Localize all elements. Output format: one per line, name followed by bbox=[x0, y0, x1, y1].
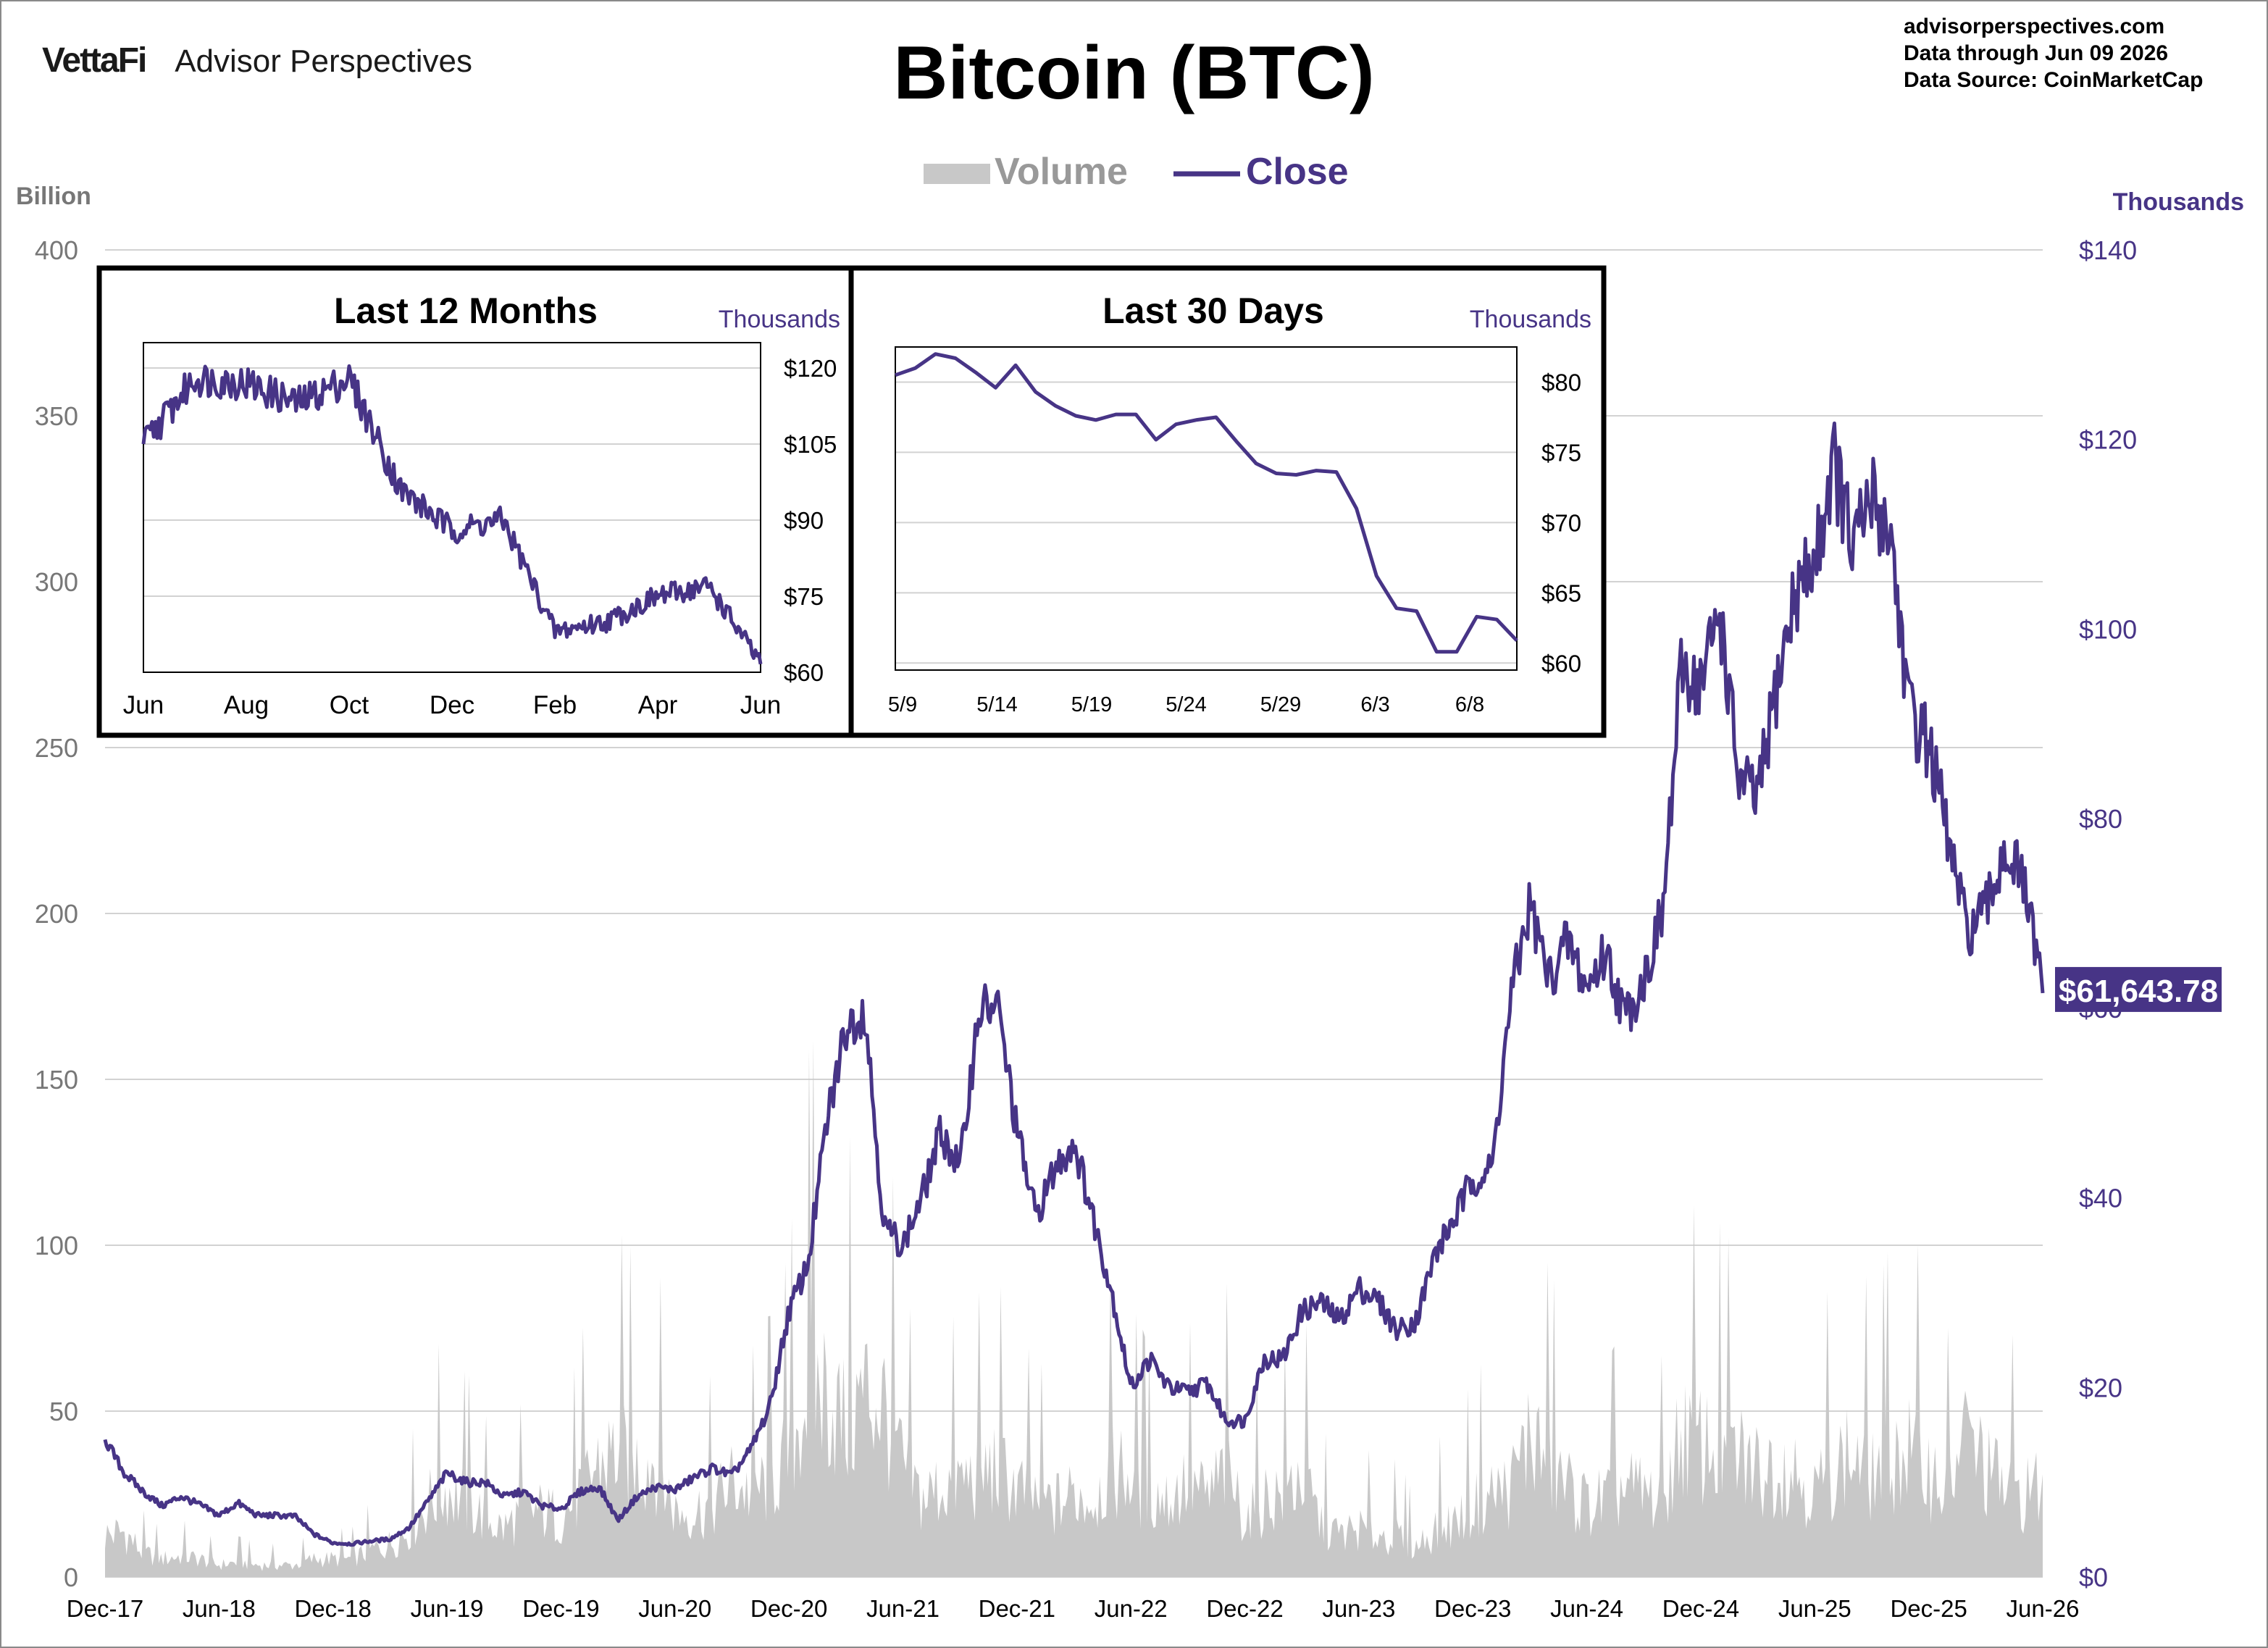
legend-volume-label: Volume bbox=[995, 151, 1128, 193]
x-axis-tick-label: Jun-19 bbox=[411, 1595, 484, 1622]
inset-series-close-line bbox=[895, 352, 1518, 654]
left-axis-tick-label: 100 bbox=[35, 1231, 78, 1260]
x-axis-tick-label: Jun-24 bbox=[1550, 1595, 1623, 1622]
inset-y-tick-label: $60 bbox=[784, 659, 824, 686]
inset-x-tick-label: 5/19 bbox=[1071, 693, 1112, 716]
source-provider: Data Source: CoinMarketCap bbox=[1904, 68, 2204, 92]
x-axis-tick-label: Jun-25 bbox=[1778, 1595, 1851, 1622]
inset-x-tick-label: Jun bbox=[123, 691, 164, 719]
brand: VettaFi Advisor Perspectives bbox=[42, 41, 472, 80]
inset-y-tick-label: $65 bbox=[1541, 580, 1581, 606]
right-axis-tick-label: $20 bbox=[2079, 1373, 2122, 1402]
inset-y-tick-label: $70 bbox=[1541, 509, 1581, 536]
x-axis-tick-label: Dec-21 bbox=[979, 1595, 1055, 1622]
inset-series-close-line bbox=[141, 364, 763, 665]
chart-title: Bitcoin (BTC) bbox=[893, 31, 1375, 115]
inset-plot-frame bbox=[895, 346, 1518, 671]
x-axis-tick-label: Dec-22 bbox=[1206, 1595, 1283, 1622]
vettafi-logo: VettaFi bbox=[42, 41, 147, 80]
inset-y-tick-label: $75 bbox=[1541, 439, 1581, 466]
right-axis-label: Thousands bbox=[2113, 188, 2244, 216]
inset-x-tick-label: 6/3 bbox=[1360, 693, 1389, 716]
inset-y-axis-label: Thousands bbox=[719, 306, 840, 333]
inset-x-tick-label: 5/24 bbox=[1166, 693, 1206, 716]
right-axis-tick-label: $40 bbox=[2079, 1184, 2122, 1213]
x-axis-tick-label: Dec-17 bbox=[67, 1595, 143, 1622]
inset-x-tick-label: Oct bbox=[330, 691, 369, 719]
right-axis-tick-label: $0 bbox=[2079, 1563, 2108, 1592]
x-axis-tick-label: Jun-22 bbox=[1095, 1595, 1168, 1622]
x-axis-tick-label: Jun-18 bbox=[183, 1595, 256, 1622]
x-axis-tick-label: Dec-24 bbox=[1662, 1595, 1739, 1622]
last-close-value: $61,643.78 bbox=[2059, 974, 2218, 1009]
x-axis-tick-label: Dec-18 bbox=[295, 1595, 372, 1622]
x-axis-tick-label: Dec-25 bbox=[1890, 1595, 1967, 1622]
left-axis-label: Billion bbox=[16, 183, 91, 210]
right-axis-tick-label: $140 bbox=[2079, 235, 2137, 265]
series-volume-area bbox=[105, 1040, 2043, 1577]
left-axis-tick-label: 50 bbox=[49, 1397, 78, 1426]
inset-x-tick-label: Aug bbox=[224, 691, 269, 719]
inset-y-tick-label: $75 bbox=[784, 583, 824, 610]
x-axis-tick-label: Dec-20 bbox=[750, 1595, 827, 1622]
brand-name: Advisor Perspectives bbox=[175, 43, 473, 79]
inset-y-tick-label: $60 bbox=[1541, 650, 1581, 677]
x-axis-tick-label: Dec-23 bbox=[1434, 1595, 1511, 1622]
left-axis-tick-label: 250 bbox=[35, 733, 78, 763]
right-axis-tick-label: $100 bbox=[2079, 614, 2137, 644]
inset-title: Last 30 Days bbox=[1102, 290, 1324, 331]
left-axis-tick-label: 0 bbox=[64, 1563, 78, 1592]
inset-plot-frame bbox=[143, 342, 761, 673]
inset-x-tick-label: Feb bbox=[533, 691, 577, 719]
x-axis-tick-label: Jun-21 bbox=[866, 1595, 940, 1622]
inset-x-tick-label: 5/14 bbox=[976, 693, 1017, 716]
left-axis-tick-label: 350 bbox=[35, 401, 78, 431]
inset-x-tick-label: Apr bbox=[638, 691, 678, 719]
source-block: advisorperspectives.com Data through Jun… bbox=[1904, 13, 2203, 93]
inset-x-tick-label: Jun bbox=[740, 691, 781, 719]
legend-volume-swatch bbox=[924, 164, 990, 184]
x-axis-tick-label: Jun-26 bbox=[2007, 1595, 2080, 1622]
source-date: Data through Jun 09 2026 bbox=[1904, 41, 2169, 65]
source-site: advisorperspectives.com bbox=[1904, 14, 2165, 38]
inset-x-tick-label: 6/8 bbox=[1455, 693, 1484, 716]
last-close-badge bbox=[2055, 966, 2222, 1012]
right-axis-tick-label: $80 bbox=[2079, 804, 2122, 834]
left-axis-tick-label: 150 bbox=[35, 1065, 78, 1095]
x-axis-tick-label: Jun-20 bbox=[638, 1595, 711, 1622]
inset-x-tick-label: Dec bbox=[430, 691, 474, 719]
series-close-line bbox=[103, 421, 2045, 1547]
inset-y-tick-label: $105 bbox=[784, 431, 837, 458]
left-axis-tick-label: 200 bbox=[35, 899, 78, 929]
inset-x-tick-label: 5/29 bbox=[1260, 693, 1301, 716]
inset-y-axis-label: Thousands bbox=[1470, 306, 1591, 333]
x-axis-tick-label: Jun-23 bbox=[1322, 1595, 1395, 1622]
x-axis-tick-label: Dec-19 bbox=[522, 1595, 599, 1622]
left-axis-tick-label: 300 bbox=[35, 567, 78, 597]
inset-y-tick-label: $90 bbox=[784, 507, 824, 534]
inset-y-tick-label: $120 bbox=[784, 355, 837, 382]
inset-title: Last 12 Months bbox=[334, 290, 598, 331]
inset-x-tick-label: 5/9 bbox=[888, 693, 917, 716]
legend-close-label: Close bbox=[1246, 151, 1349, 193]
left-axis-tick-label: 400 bbox=[35, 235, 78, 265]
inset-y-tick-label: $80 bbox=[1541, 369, 1581, 396]
right-axis-tick-label: $120 bbox=[2079, 425, 2137, 455]
